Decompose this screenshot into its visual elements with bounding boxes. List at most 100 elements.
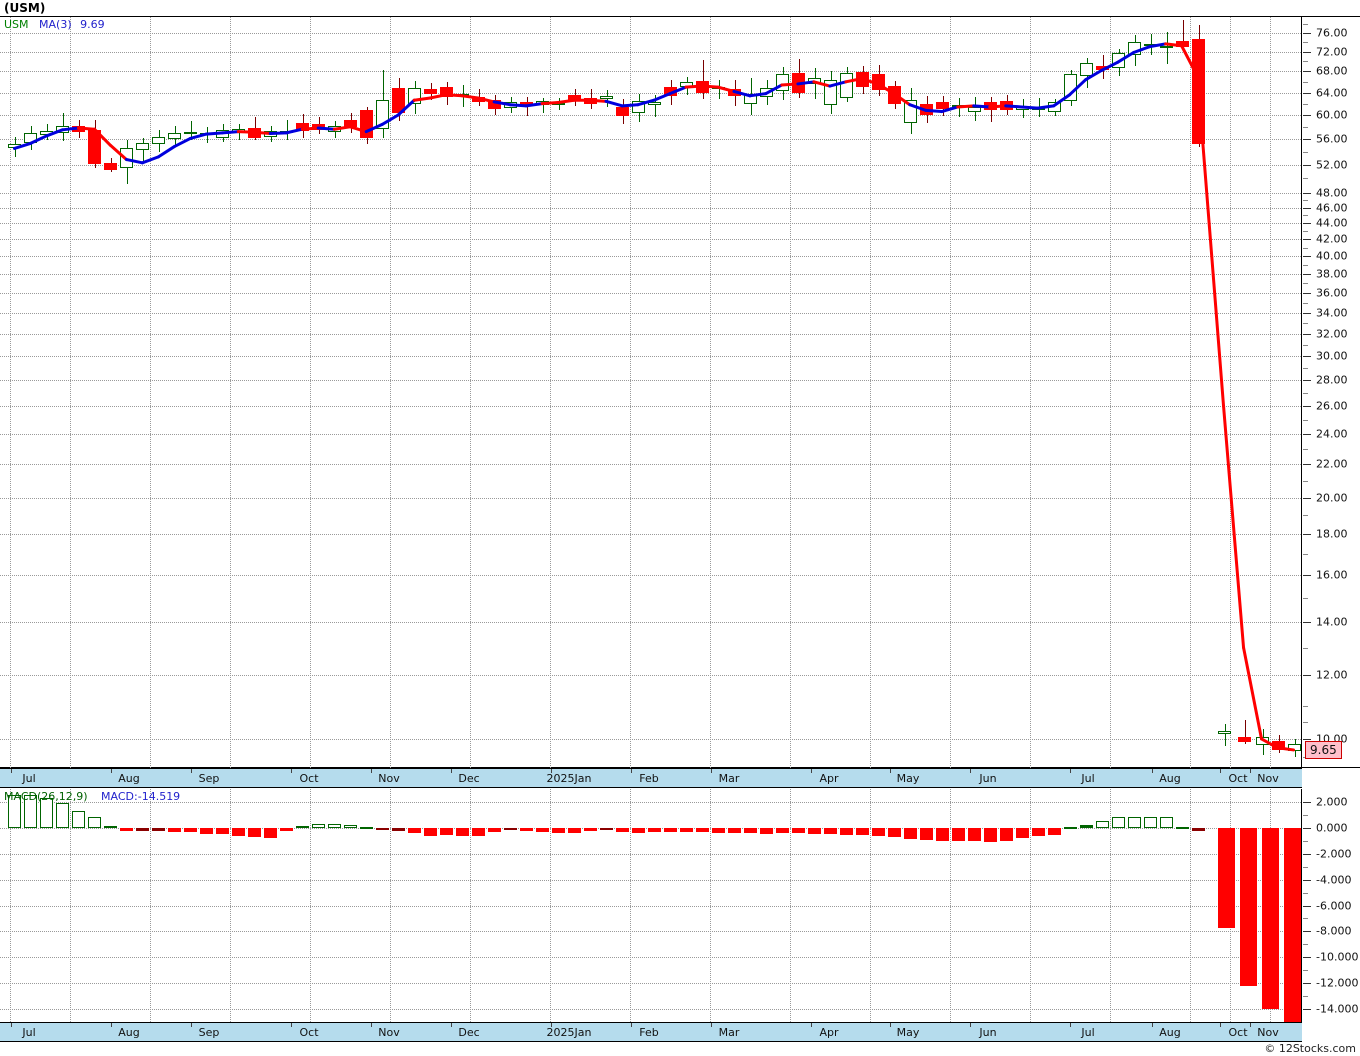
price-axis-minor-tick	[1303, 283, 1308, 285]
macd-y-axis[interactable]: 2.000 0.000 -2.000 -4.000 -6.000 -8.000 -10.00…	[1303, 789, 1360, 1022]
macd-legend-value: MACD:-14.519	[101, 790, 181, 803]
gridline	[150, 17, 151, 768]
price-axis-tick	[1303, 575, 1311, 577]
price-plot-area[interactable]: USM MA(3) 9.69	[0, 17, 1302, 768]
macd-bar	[776, 827, 789, 833]
macd-panel: MACD(26,12,9) MACD:-14.519 2.000 0.000 -2.…	[0, 789, 1360, 1022]
ma-segment	[604, 99, 624, 108]
price-axis-tick	[1303, 139, 1311, 141]
macd-axis-minor-tick	[1303, 970, 1308, 972]
x-axis-tick	[811, 1023, 812, 1027]
x-axis-label: Aug	[1159, 772, 1181, 785]
price-axis-tick	[1303, 380, 1311, 382]
price-axis-minor-tick	[1303, 247, 1308, 249]
price-axis-label: 42.00	[1316, 232, 1348, 246]
macd-bar	[504, 827, 517, 830]
macd-bar	[1176, 827, 1189, 830]
price-axis-tick	[1303, 114, 1311, 116]
x-axis-tick	[11, 1023, 12, 1027]
macd-bar	[1016, 827, 1029, 839]
candle-body	[40, 131, 53, 136]
candle-body	[616, 106, 629, 117]
gridline	[0, 497, 1301, 499]
x-axis-tick	[551, 1023, 552, 1027]
macd-bar	[56, 802, 69, 828]
candle-body	[440, 87, 453, 97]
price-axis-minor-tick	[1303, 126, 1308, 128]
gridline	[0, 51, 1301, 53]
macd-bar	[696, 827, 709, 833]
price-axis-minor-tick	[1303, 480, 1308, 482]
x-axis-label: Apr	[819, 1026, 839, 1039]
x-axis-top: Jul Aug Sep Oct Nov Dec 2025Jan Feb Mar Apr May Jun…	[0, 768, 1302, 788]
price-axis-minor-tick	[1303, 302, 1308, 304]
x-axis-label: Jun	[979, 1026, 997, 1039]
price-axis-minor-tick	[1303, 554, 1308, 556]
candle-body	[248, 128, 261, 138]
price-axis-label: 76.00	[1316, 26, 1348, 40]
macd-bar	[600, 827, 613, 830]
x-axis-label: Jul	[22, 1026, 36, 1039]
x-axis-label: Mar	[718, 772, 740, 785]
macd-axis-label: -2.000	[1316, 847, 1352, 861]
x-axis-tick	[371, 1023, 372, 1027]
candle-body	[1112, 53, 1125, 69]
macd-bar	[1218, 827, 1235, 928]
macd-bar	[264, 827, 277, 838]
x-axis-label: May	[896, 772, 920, 785]
price-axis-minor-tick	[1303, 419, 1308, 421]
price-axis-minor-tick	[1303, 61, 1308, 63]
price-y-axis[interactable]: 76.00 72.00 68.00 64.00 60.00 56.00 52.00 48.00…	[1303, 17, 1360, 768]
gridline	[10, 17, 11, 768]
macd-bar	[872, 827, 885, 837]
price-axis-label: 52.00	[1316, 158, 1348, 172]
x-axis-label: Aug	[118, 772, 140, 785]
macd-bar	[296, 826, 309, 829]
x-axis-tick	[811, 769, 812, 773]
candle-body	[1288, 744, 1301, 751]
x-axis-label: 2025Jan	[546, 772, 592, 785]
candle-body	[632, 101, 645, 113]
legend-ma-label: MA(3)	[39, 18, 72, 31]
macd-bar	[520, 827, 533, 832]
gridline	[0, 738, 1301, 740]
candle-body	[776, 74, 789, 92]
macd-bar	[616, 827, 629, 833]
x-axis-tick	[291, 769, 292, 773]
price-axis-label: 44.00	[1316, 216, 1348, 230]
macd-axis-minor-tick	[1303, 866, 1308, 868]
x-axis-tick	[1070, 1023, 1071, 1027]
macd-legend-name: MACD(26,12,9)	[4, 790, 88, 803]
x-axis-tick	[111, 769, 112, 773]
macd-bar	[984, 827, 997, 843]
price-axis-minor-tick	[1303, 215, 1308, 217]
price-axis-label: 26.00	[1316, 399, 1348, 413]
x-axis-label: Oct	[299, 772, 319, 785]
x-axis-tick	[1220, 1023, 1221, 1027]
macd-bar	[1064, 826, 1077, 829]
macd-bar	[456, 827, 469, 836]
gridline	[0, 434, 1301, 436]
price-axis-label: 60.00	[1316, 108, 1348, 122]
price-axis-label: 38.00	[1316, 267, 1348, 281]
macd-bar	[248, 827, 261, 837]
price-axis-tick	[1303, 434, 1311, 436]
price-axis-tick	[1303, 256, 1311, 258]
price-axis-minor-tick	[1303, 597, 1308, 599]
gridline	[0, 356, 1301, 358]
x-axis-tick	[551, 769, 552, 773]
gridline	[630, 17, 631, 768]
candle-body	[600, 95, 613, 100]
gridline	[70, 17, 71, 768]
candle-body	[824, 79, 837, 105]
footer-area	[0, 1042, 1360, 1056]
macd-axis-tick	[1303, 1009, 1311, 1011]
macd-plot-area[interactable]: MACD(26,12,9) MACD:-14.519	[0, 789, 1302, 1022]
price-axis-label: 20.00	[1316, 491, 1348, 505]
candle-body	[1096, 66, 1109, 71]
price-axis-label: 72.00	[1316, 45, 1348, 58]
candle-body	[984, 102, 997, 111]
gridline	[0, 464, 1301, 466]
price-axis-tick	[1303, 92, 1311, 94]
gridline	[0, 879, 1301, 881]
